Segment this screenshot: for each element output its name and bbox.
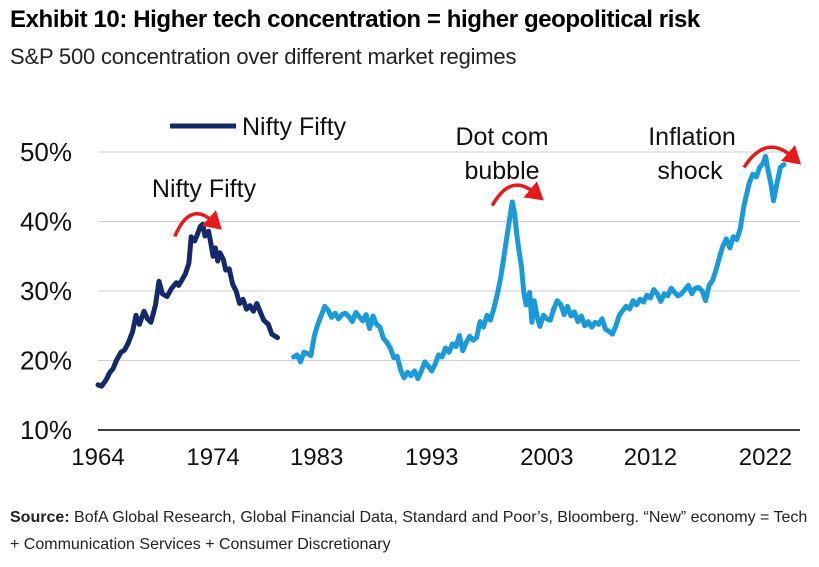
x-tick-label: 1983 xyxy=(290,444,343,471)
annotation-inflation-line2: shock xyxy=(657,157,723,185)
y-tick-label: 20% xyxy=(20,346,72,376)
legend-label-nifty-fifty: Nifty Fifty xyxy=(242,113,347,141)
source-label: Source: xyxy=(10,509,70,526)
annotation-inflation-line1: Inflation xyxy=(648,123,736,151)
chart-area: 10% 20% 30% 40% 50% 1964 1974 1983 1993 2003 2012 2… xyxy=(20,113,802,471)
source-footnote: Source: BofA Global Research, Global Fin… xyxy=(10,504,810,558)
y-tick-label: 50% xyxy=(20,137,72,167)
annotation-arrow-nifty-fifty xyxy=(173,210,222,238)
x-tick-label: 1974 xyxy=(186,444,239,471)
annotation-nifty-fifty: Nifty Fifty xyxy=(152,175,257,203)
x-tick-label: 2003 xyxy=(520,444,573,471)
y-tick-label: 30% xyxy=(20,276,72,306)
series-line-main xyxy=(291,153,787,382)
x-tick-label: 1964 xyxy=(71,444,124,471)
chart-title: Exhibit 10: Higher tech concentration = … xyxy=(10,6,700,33)
annotation-dot-com-line1: Dot com xyxy=(455,123,548,151)
x-tick-label: 2012 xyxy=(624,444,677,471)
y-tick-label: 40% xyxy=(20,207,72,237)
chart-subtitle: S&P 500 concentration over different mar… xyxy=(10,44,517,69)
x-tick-label: 1993 xyxy=(405,444,458,471)
annotation-arrow-dot-com xyxy=(490,181,544,207)
series-line-nifty-fifty xyxy=(95,221,280,389)
annotation-dot-com-line2: bubble xyxy=(464,157,539,185)
y-tick-label: 10% xyxy=(20,415,72,445)
annotation-arrow-inflation xyxy=(742,145,802,169)
source-text: BofA Global Research, Global Financial D… xyxy=(10,509,808,553)
x-tick-label: 2022 xyxy=(739,444,792,471)
